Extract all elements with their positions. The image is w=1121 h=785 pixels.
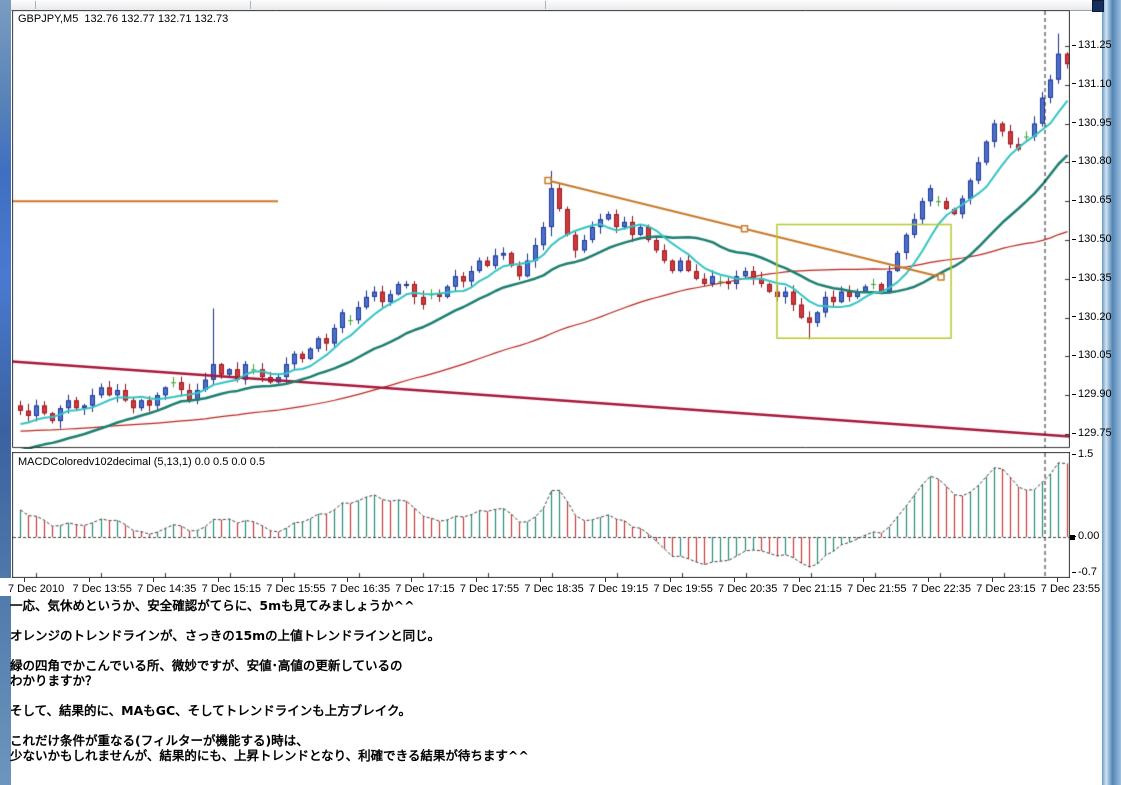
time-tick-mark xyxy=(798,578,800,582)
time-tick-label: 7 Dec 17:15 xyxy=(395,583,455,595)
time-tick-label: 7 Dec 19:15 xyxy=(588,583,649,595)
time-tick-label: 7 Dec 15:15 xyxy=(201,583,261,595)
time-tick-label: 7 Dec 20:35 xyxy=(718,583,778,595)
time-tick-mark xyxy=(411,578,413,582)
price-tick-label: 131.25 xyxy=(1072,39,1112,51)
commentary-text: 一応、気休めというか、安全確認がてらに、5mも見てみましょうか^^ オレンジのトレ… xyxy=(10,598,1095,778)
commentary-paragraph: そして、結果的に、MAもGC、そしてトレンドラインも上方ブレイク。 xyxy=(10,703,412,718)
time-tick-mark xyxy=(540,578,542,582)
macd-tick-label: 1.5 xyxy=(1072,448,1093,460)
time-tick-label: 7 Dec 23:55 xyxy=(1040,583,1101,595)
time-tick-mark xyxy=(604,578,606,582)
price-tick-label: 131.10 xyxy=(1072,78,1112,90)
time-tick-label: 7 Dec 17:55 xyxy=(459,583,520,595)
macd-zero-marker xyxy=(1070,535,1075,540)
scrollbar-top-fragment[interactable] xyxy=(1092,0,1104,12)
time-tick-mark xyxy=(1056,578,1058,582)
time-tick-mark xyxy=(217,578,219,582)
time-tick-label: 7 Dec 16:35 xyxy=(330,583,391,595)
main-chart-canvas[interactable] xyxy=(12,10,1070,449)
window-border-left xyxy=(0,0,11,785)
toolbar-separator xyxy=(545,1,546,9)
price-tick-label: 130.80 xyxy=(1072,155,1112,167)
commentary-paragraph: これだけ条件が重なる(フィルターが機能する)時は、 少ないかもしれませんが、結果的… xyxy=(10,733,529,763)
time-tick-label: 7 Dec 21:55 xyxy=(847,583,907,595)
time-tick-mark xyxy=(475,578,477,582)
time-tick-label: 7 Dec 2010 xyxy=(8,583,65,595)
time-tick-mark xyxy=(153,578,155,582)
price-tick-label: 129.90 xyxy=(1072,388,1112,400)
time-tick-label: 7 Dec 15:55 xyxy=(266,583,326,595)
price-tick-label: 130.35 xyxy=(1072,272,1112,284)
time-tick-mark xyxy=(669,578,671,582)
macd-axis: 1.5 0.00 -0.7 xyxy=(1072,448,1102,588)
commentary-paragraph: 一応、気休めというか、安全確認がてらに、5mも見てみましょうか^^ xyxy=(10,598,415,613)
time-tick-mark xyxy=(282,578,284,582)
price-tick-label: 130.65 xyxy=(1072,194,1112,206)
commentary-paragraph: 緑の四角でかこんでいる所、微妙ですが、安値･高値の更新しているの わかりますか？ xyxy=(10,658,403,688)
macd-indicator-canvas[interactable] xyxy=(12,452,1070,578)
symbol-ohlc-label: GBPJPY,M5 132.76 132.77 132.71 132.73 xyxy=(18,13,229,25)
macd-tick-label: -0.7 xyxy=(1072,566,1097,578)
time-tick-mark xyxy=(346,578,348,582)
time-tick-mark xyxy=(734,578,736,582)
toolbar-separator xyxy=(35,1,36,9)
toolbar-separator xyxy=(250,1,251,9)
time-tick-mark xyxy=(927,578,929,582)
time-tick-mark xyxy=(24,578,25,582)
price-axis: 131.25 131.10 130.95 130.80 130.65 130.50 130.… xyxy=(1072,0,1112,450)
macd-indicator-label: MACDColoredv102decimal (5,13,1) 0.0 0.5 … xyxy=(18,456,266,468)
price-tick-label: 129.75 xyxy=(1072,427,1112,439)
macd-tick-label: 0.00 xyxy=(1072,530,1099,542)
time-tick-label: 7 Dec 19:55 xyxy=(653,583,713,595)
time-tick-mark xyxy=(88,578,90,582)
time-tick-mark xyxy=(863,578,865,582)
time-tick-label: 7 Dec 22:35 xyxy=(911,583,972,595)
time-axis: 7 Dec 2010 7 Dec 13:55 7 Dec 14:35 7 Dec 15… xyxy=(0,578,1102,596)
price-tick-label: 130.20 xyxy=(1072,311,1112,323)
price-tick-label: 130.50 xyxy=(1072,233,1112,245)
time-tick-label: 7 Dec 14:35 xyxy=(137,583,197,595)
time-tick-label: 7 Dec 21:15 xyxy=(782,583,842,595)
price-tick-label: 130.05 xyxy=(1072,349,1112,361)
time-tick-label: 7 Dec 18:35 xyxy=(524,583,584,595)
time-tick-label: 7 Dec 13:55 xyxy=(72,583,132,595)
price-tick-label: 130.95 xyxy=(1072,117,1112,129)
commentary-paragraph: オレンジのトレンドラインが、さっきの15mの上値トレンドラインと同じ。 xyxy=(10,628,441,643)
time-tick-mark xyxy=(992,578,994,582)
time-tick-label: 7 Dec 23:15 xyxy=(976,583,1036,595)
